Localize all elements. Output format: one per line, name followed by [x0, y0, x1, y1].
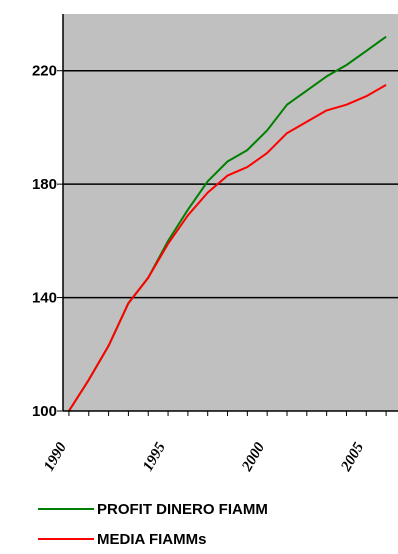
series-line-1: [68, 84, 387, 412]
xtick-label-1990: 1990: [41, 440, 70, 474]
legend-item-media: MEDIA FIAMMs: [38, 524, 268, 554]
axes: [57, 14, 398, 416]
ytick-label-220: 220: [32, 63, 57, 80]
ytick-label-100: 100: [32, 403, 57, 420]
legend-item-profit: PROFIT DINERO FIAMM: [38, 494, 268, 524]
chart: 100 140 180 220 1990 1995 2000 2005: [32, 14, 398, 475]
legend-swatch-profit: [38, 508, 94, 510]
xtick-label-2000: 2000: [239, 440, 269, 475]
gridlines: [63, 69, 398, 299]
legend: PROFIT DINERO FIAMM MEDIA FIAMMs: [38, 494, 268, 554]
legend-swatch-media: [38, 538, 94, 540]
xtick-label-1995: 1995: [140, 440, 169, 474]
legend-label-media: MEDIA FIAMMs: [97, 530, 207, 548]
xtick-label-2005: 2005: [338, 440, 368, 475]
plot-area: [63, 14, 398, 411]
legend-label-profit: PROFIT DINERO FIAMM: [97, 500, 268, 518]
ytick-label-180: 180: [32, 176, 57, 193]
series-lines: [68, 35, 387, 412]
ytick-label-140: 140: [32, 290, 57, 307]
